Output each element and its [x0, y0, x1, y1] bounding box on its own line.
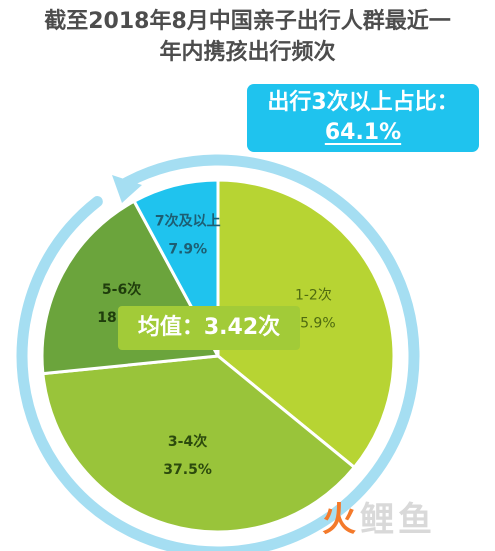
chart-title: 截至2018年8月中国亲子出行人群最近一 年内携孩出行频次 — [0, 6, 495, 68]
slice-label: 7次及以上 — [155, 213, 221, 230]
watermark-char-3: 鱼 — [398, 500, 436, 540]
callout-label: 出行3次以上占比： — [267, 90, 459, 115]
title-line-2: 年内携孩出行频次 — [159, 40, 336, 65]
slice-label: 1-2次 — [295, 288, 332, 304]
slice-value-label: 35.9% — [291, 316, 335, 332]
ring-arc — [16, 154, 420, 551]
ring-arrowhead — [111, 174, 142, 203]
slice-label: 5-6次 — [102, 281, 141, 298]
slice-value-label: 37.5% — [163, 462, 212, 478]
pie-slices — [40, 178, 396, 534]
mean-badge: 均值：3.42次 — [118, 306, 300, 350]
pie-slice — [41, 354, 356, 534]
slice-label: 3-4次 — [168, 433, 207, 450]
watermark-logo: 火鲤鱼 — [322, 498, 436, 542]
decorative-ring — [16, 154, 420, 551]
watermark-char-2: 鲤 — [360, 500, 398, 540]
pie-slice — [216, 178, 396, 469]
callout-value: 64.1% — [324, 120, 402, 145]
title-line-1: 截至2018年8月中国亲子出行人群最近一 — [44, 9, 451, 34]
slice-value-label: 7.9% — [168, 242, 207, 258]
watermark-char-1: 火 — [322, 500, 360, 540]
share-3plus-callout: 出行3次以上占比： 64.1% — [247, 84, 479, 152]
